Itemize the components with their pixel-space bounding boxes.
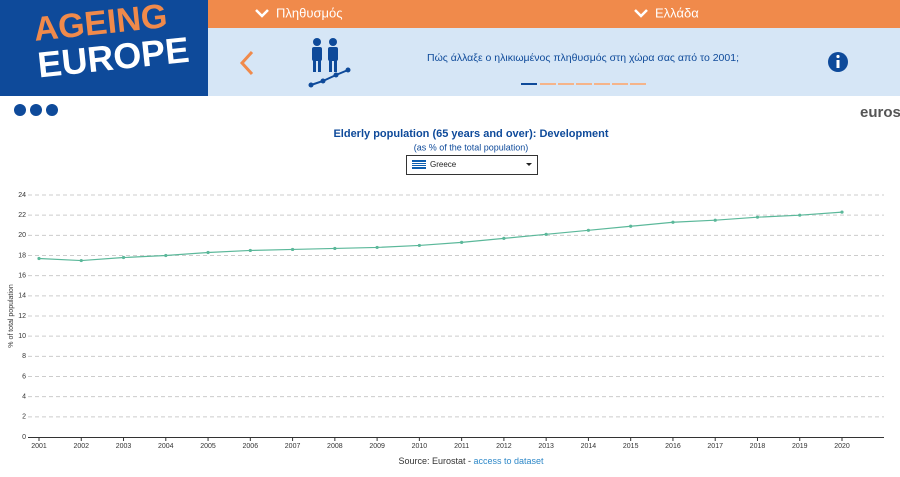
data-point	[121, 255, 126, 260]
data-point	[671, 220, 675, 224]
data-point	[248, 248, 252, 253]
y-tick-label: 14	[18, 293, 26, 300]
x-tick-label: 2001	[31, 443, 47, 450]
facebook-button[interactable]	[46, 104, 58, 116]
x-tick-label: 2012	[496, 443, 512, 450]
x-tick-label: 2009	[369, 443, 385, 450]
data-point	[79, 258, 83, 263]
country-selector[interactable]: Greece	[406, 155, 538, 175]
people-icon	[308, 38, 351, 88]
data-point	[840, 210, 844, 214]
x-tick-label: 2008	[327, 443, 343, 450]
twitter-button[interactable]	[30, 104, 42, 116]
y-tick-label: 6	[22, 373, 26, 380]
x-tick-label: 2018	[750, 443, 766, 450]
chart-subtitle: (as % of the total population)	[414, 142, 529, 152]
y-tick-label: 0	[22, 434, 26, 441]
x-tick-label: 2010	[412, 443, 428, 450]
data-point	[164, 253, 168, 258]
y-tick-label: 24	[18, 192, 26, 199]
topic-dropdown[interactable]: Πληθυσμός	[255, 5, 342, 20]
y-tick-label: 4	[22, 394, 26, 401]
x-tick-label: 2002	[73, 443, 89, 450]
top-menu	[208, 0, 900, 28]
data-line	[38, 211, 843, 262]
data-point	[586, 228, 591, 232]
y-tick-label: 22	[18, 212, 26, 219]
dataset-link[interactable]: access to dataset	[474, 456, 545, 466]
x-tick-label: 2011	[454, 443, 469, 450]
data-point	[417, 243, 421, 248]
x-tick-label: 2013	[538, 443, 554, 450]
info-button[interactable]	[828, 52, 848, 72]
y-tick-label: 12	[18, 313, 26, 320]
x-tick-label: 2014	[581, 443, 597, 450]
y-axis-label: % of total population	[8, 284, 15, 348]
question-text: Πώς άλλαξε ο ηλικιωμένος πληθυσμός στη χ…	[427, 52, 739, 64]
x-tick-label: 2005	[200, 443, 216, 450]
data-point	[460, 240, 464, 244]
x-tick-label: 2007	[285, 443, 301, 450]
data-point	[502, 236, 506, 240]
data-point	[544, 232, 548, 236]
x-tick-label: 2015	[623, 443, 639, 450]
country-dropdown[interactable]: Ελλάδα	[634, 5, 699, 20]
back-arrow[interactable]	[239, 50, 254, 76]
x-tick-label: 2016	[665, 443, 681, 450]
x-tick-label: 2006	[243, 443, 259, 450]
x-tick-label: 2019	[792, 443, 808, 450]
y-tick-label: 16	[18, 273, 26, 280]
source: Source: Eurostat - access to dataset	[398, 456, 544, 466]
data-point	[206, 250, 210, 255]
progress	[521, 83, 646, 85]
brand-logo: eurost	[860, 104, 900, 121]
data-point	[798, 213, 802, 217]
logo-box	[0, 0, 208, 96]
data-point	[755, 215, 760, 219]
data-point	[375, 245, 379, 250]
y-tick-label: 18	[18, 252, 26, 259]
chart-title: Elderly population (65 years and over): …	[333, 128, 608, 140]
menu-label[interactable]: Πληθυσμός	[276, 5, 342, 20]
embed-button[interactable]	[14, 104, 26, 116]
selector-label[interactable]: Greece	[430, 160, 457, 169]
data-point	[629, 224, 633, 228]
y-tick-label: 20	[18, 232, 26, 239]
x-tick-label: 2003	[116, 443, 132, 450]
y-tick-label: 10	[18, 333, 26, 340]
x-tick-label: 2004	[158, 443, 174, 450]
y-tick-label: 8	[22, 353, 26, 360]
y-tick-label: 2	[22, 414, 26, 421]
menu-label[interactable]: Ελλάδα	[655, 5, 699, 20]
data-point	[713, 218, 717, 222]
source-text: Source: Eurostat -	[398, 456, 473, 466]
data-point	[333, 246, 337, 251]
x-tick-label: 2020	[834, 443, 850, 450]
data-point	[290, 247, 295, 252]
data-point	[37, 256, 41, 261]
x-tick-label: 2017	[707, 443, 723, 450]
